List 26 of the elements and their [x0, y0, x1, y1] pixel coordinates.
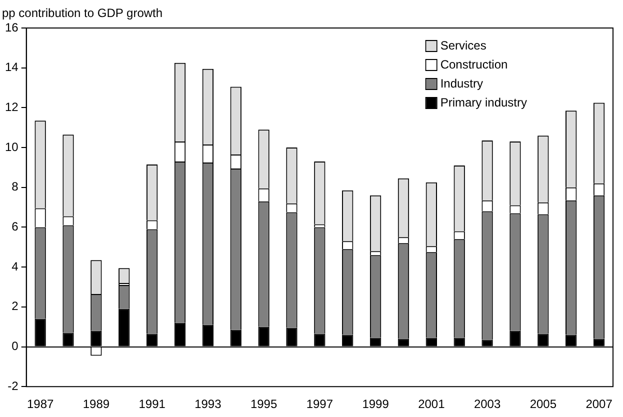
x-tick-label: 1989	[82, 397, 110, 412]
legend-label: Construction	[440, 57, 508, 72]
y-tick-label: -2	[8, 378, 19, 393]
y-tick-label: 12	[4, 100, 19, 114]
y-tick-label: 16	[4, 20, 19, 34]
x-tick-label: 2005	[530, 397, 557, 412]
y-tick-label: 10	[4, 140, 19, 154]
y-tick-label: 6	[12, 220, 19, 234]
y-axis-title: pp contribution to GDP growth	[2, 6, 163, 20]
y-tick-label: 4	[12, 259, 19, 274]
x-tick-label: 1987	[26, 397, 54, 412]
x-tick-label: 1995	[250, 397, 278, 412]
y-tick-label: 0	[12, 339, 19, 354]
x-tick-label: 1993	[194, 397, 222, 412]
y-tick-label: 2	[12, 299, 19, 314]
x-tick-label: 1997	[306, 397, 334, 412]
legend-label: Primary industry	[440, 95, 528, 110]
y-tick-label: 14	[4, 60, 19, 74]
legend-label: Services	[440, 38, 486, 52]
x-tick-label: 2001	[418, 397, 446, 412]
x-tick-label: 2007	[586, 397, 613, 412]
x-tick-label: 1991	[138, 397, 166, 412]
legend-label: Industry	[440, 76, 484, 90]
y-tick-label: 8	[12, 180, 19, 194]
x-tick-label: 2003	[474, 397, 501, 412]
x-tick-label: 1999	[362, 397, 390, 412]
